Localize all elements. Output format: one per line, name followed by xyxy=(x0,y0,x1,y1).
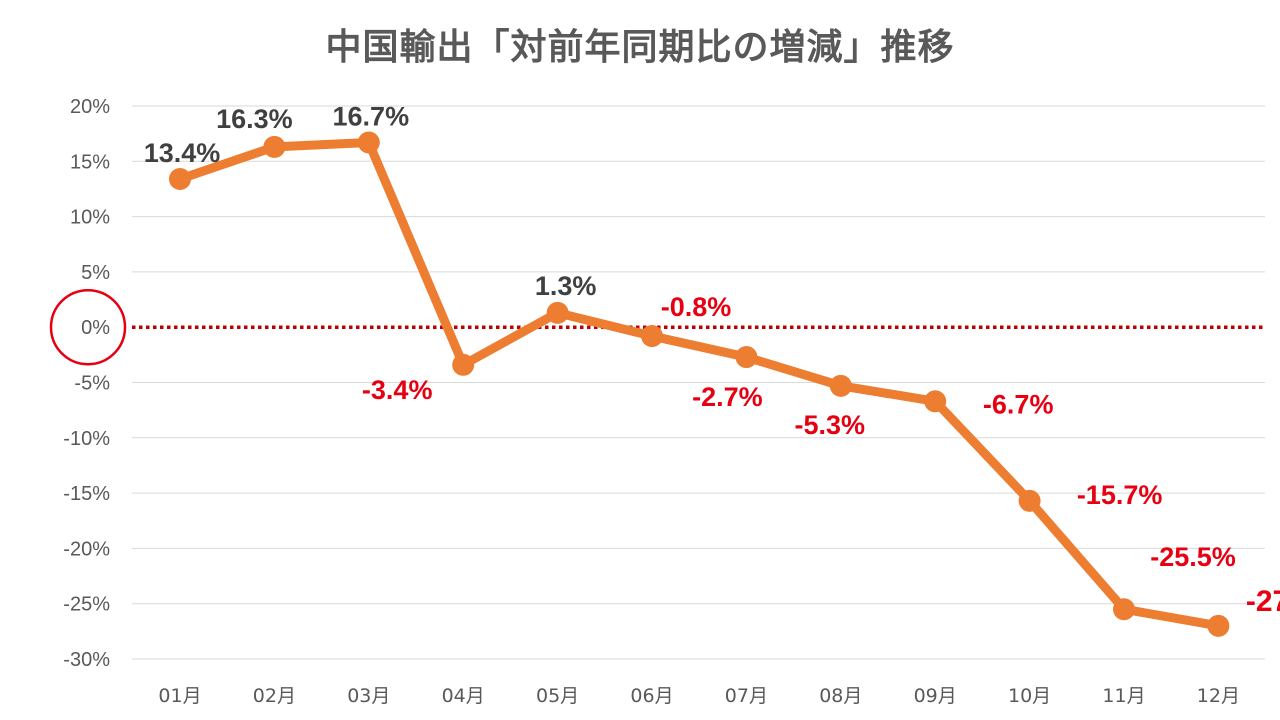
data-point xyxy=(452,353,475,376)
data-label: 1.3% xyxy=(535,271,597,301)
data-label: -5.3% xyxy=(795,410,866,440)
series-line xyxy=(175,137,1223,631)
x-tick-label: 03月 xyxy=(347,685,390,707)
data-label: -27.0% xyxy=(1246,585,1280,618)
x-tick-label: 11月 xyxy=(1102,685,1145,707)
data-label: -6.7% xyxy=(983,389,1054,419)
y-tick-label: -15% xyxy=(63,483,110,505)
y-tick-label: 5% xyxy=(81,262,110,284)
y-tick-label: -5% xyxy=(74,373,110,395)
data-point xyxy=(546,301,569,324)
data-label: 13.4% xyxy=(144,138,221,168)
x-tick-label: 04月 xyxy=(442,685,485,707)
data-point xyxy=(1018,489,1041,512)
y-tick-label: 10% xyxy=(70,207,110,229)
data-point xyxy=(829,374,852,397)
data-point xyxy=(1113,598,1135,621)
y-tick-label: -25% xyxy=(63,594,110,616)
data-point xyxy=(357,131,380,154)
x-tick-label: 01月 xyxy=(158,685,201,707)
x-tick-label: 05月 xyxy=(536,685,579,707)
data-point xyxy=(169,167,191,190)
data-label: -0.8% xyxy=(661,292,732,322)
x-tick-label: 02月 xyxy=(253,685,296,707)
x-tick-label: 10月 xyxy=(1008,685,1051,707)
chart-title: 中国輸出「対前年同期比の増減」推移 xyxy=(325,27,955,68)
y-tick-label: -30% xyxy=(63,649,110,671)
y-tick-label: -10% xyxy=(63,428,110,450)
data-point xyxy=(263,135,286,158)
zero-highlight-circle xyxy=(49,288,127,366)
data-label: -2.7% xyxy=(692,382,763,412)
data-point xyxy=(1207,614,1230,637)
y-tick-label: -20% xyxy=(63,538,110,560)
data-label: 16.3% xyxy=(216,104,293,134)
data-label: 16.7% xyxy=(333,101,410,131)
x-tick-label: 06月 xyxy=(630,685,673,707)
data-point xyxy=(924,390,947,413)
data-label: -25.5% xyxy=(1150,542,1236,572)
y-tick-label: 15% xyxy=(70,151,110,173)
x-tick-label: 07月 xyxy=(725,685,768,707)
data-point xyxy=(641,325,663,348)
data-label: -3.4% xyxy=(362,375,433,405)
data-point xyxy=(735,346,758,369)
y-tick-label: 20% xyxy=(70,96,110,118)
y-tick-label: 0% xyxy=(81,317,110,339)
data-label: -15.7% xyxy=(1077,480,1163,510)
x-tick-label: 12月 xyxy=(1197,685,1240,707)
x-tick-label: 08月 xyxy=(819,685,862,707)
x-tick-label: 09月 xyxy=(914,685,957,707)
